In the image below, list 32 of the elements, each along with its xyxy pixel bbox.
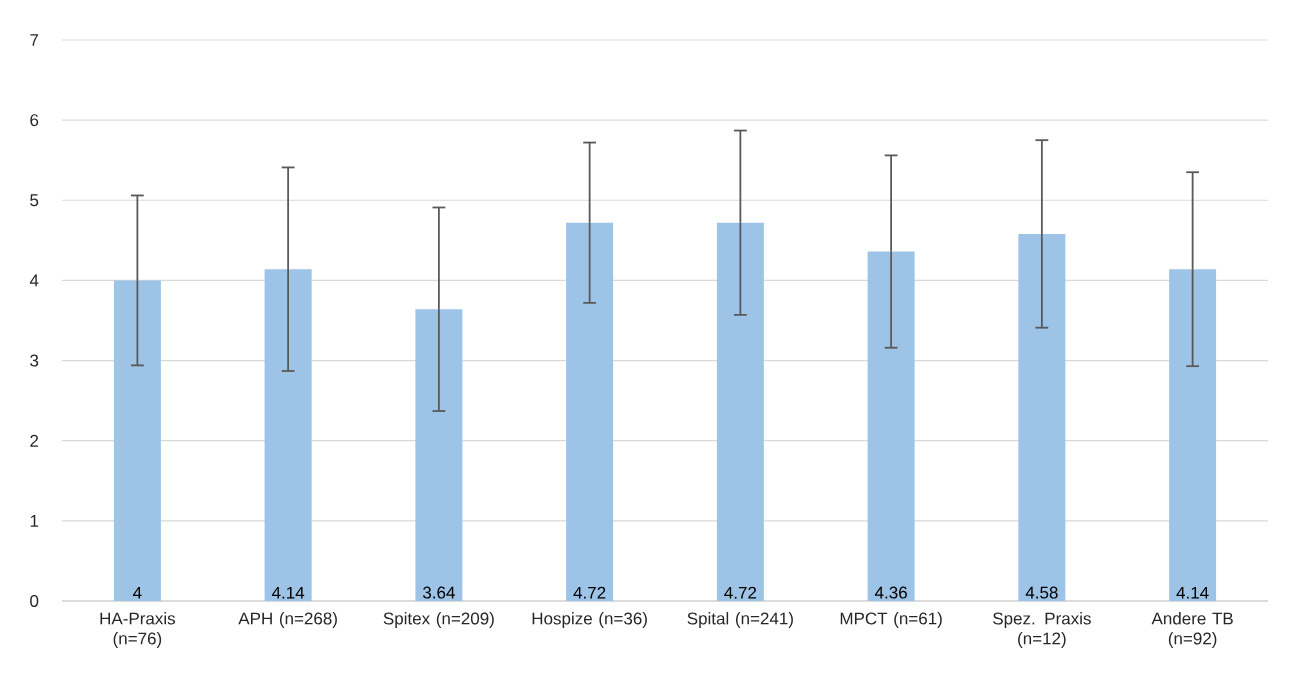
x-tick-label: MPCT (n=61) [840, 612, 942, 628]
y-tick-label: 3 [30, 354, 39, 367]
y-tick-label: 1 [30, 514, 39, 527]
data-label: 3.64 [422, 586, 455, 599]
y-tick-label: 5 [30, 194, 39, 207]
data-label: 4.36 [874, 586, 907, 599]
bar [566, 222, 614, 601]
x-tick-label: APH (n=268) [238, 612, 337, 628]
x-tick-label: HA-Praxis (n=76) [100, 612, 175, 648]
x-tick-label: Spitex (n=209) [383, 612, 494, 628]
bar [415, 309, 463, 601]
data-label: 4.14 [1176, 586, 1209, 599]
y-tick-label: 6 [30, 114, 39, 127]
data-label: 4.58 [1025, 586, 1058, 599]
bar [867, 251, 915, 601]
y-tick-label: 0 [30, 594, 39, 607]
bar [1018, 233, 1066, 601]
x-tick-label: Andere TB (n=92) [1151, 612, 1233, 648]
y-tick-label: 4 [29, 274, 39, 287]
bar [1169, 269, 1217, 601]
data-label: 4 [133, 586, 142, 599]
data-label: 4.14 [271, 586, 305, 599]
bar [264, 269, 312, 601]
data-label: 4.72 [724, 586, 757, 599]
bar [716, 222, 764, 601]
x-tick-label: Spez. Praxis (n=12) [993, 612, 1091, 648]
x-tick-label: Hospize (n=36) [532, 612, 647, 628]
x-tick-label: Spital (n=241) [687, 612, 793, 628]
y-tick-label: 7 [30, 34, 39, 46]
bar [113, 280, 161, 601]
data-label: 4.72 [573, 586, 606, 599]
y-tick-label: 2 [30, 434, 39, 447]
